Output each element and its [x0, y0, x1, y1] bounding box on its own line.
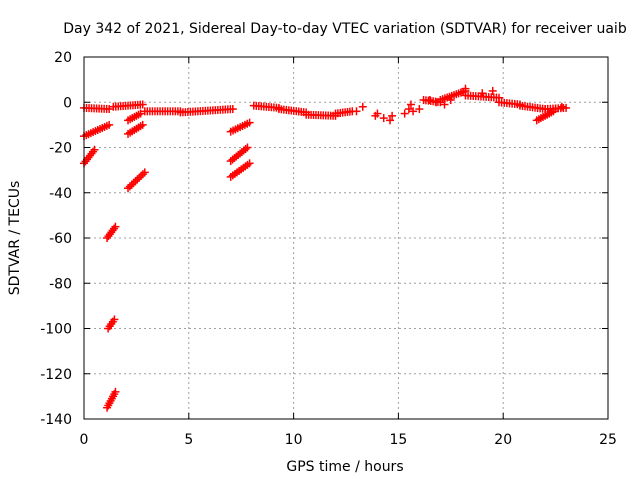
x-tick-label: 5	[184, 432, 193, 448]
data-point-run	[103, 387, 120, 412]
data-point-run	[104, 315, 119, 333]
data-point-run	[274, 105, 311, 117]
x-tick-label: 0	[80, 432, 89, 448]
y-tick-label: -20	[49, 141, 72, 157]
y-tick-label: -80	[49, 276, 72, 292]
y-tick-label: -120	[40, 367, 72, 383]
data-point-run	[140, 107, 185, 116]
data-point-run	[124, 120, 147, 138]
data-point	[551, 105, 560, 114]
data-point-run	[226, 143, 252, 166]
data-point	[358, 102, 367, 111]
x-tick-label: 15	[389, 432, 407, 448]
data-point-run	[495, 98, 524, 109]
data-point-run	[124, 168, 149, 193]
data-point-run	[226, 118, 254, 136]
data-point	[432, 98, 441, 107]
data-point	[425, 95, 434, 104]
data-marks	[80, 84, 571, 412]
data-point-run	[331, 107, 357, 118]
data-point	[400, 109, 409, 118]
grid	[84, 57, 608, 419]
x-axis-label: GPS time / hours	[286, 459, 403, 475]
y-tick-label: -40	[49, 186, 72, 202]
data-point-run	[176, 105, 237, 117]
data-point	[446, 95, 455, 104]
y-tick-label: -100	[40, 322, 72, 338]
axis-ticks: 20 0 -20 -40 -60 -80 -100 -120 -140 0 5 10 15 20 25	[40, 50, 617, 448]
data-point	[409, 107, 418, 116]
y-axis-label: SDTVAR / TECUs	[7, 181, 23, 296]
data-point	[373, 109, 382, 118]
data-point	[461, 84, 470, 93]
data-point	[488, 86, 497, 95]
data-point-run	[249, 101, 283, 112]
data-point	[379, 114, 388, 123]
data-point	[557, 102, 566, 111]
data-point	[478, 89, 487, 98]
data-point	[404, 105, 413, 114]
data-point	[386, 116, 395, 125]
y-tick-label: 0	[63, 95, 72, 111]
data-point	[352, 107, 361, 116]
y-tick-label: 20	[54, 50, 72, 66]
y-tick-label: -60	[49, 231, 72, 247]
data-point-run	[226, 159, 254, 181]
data-point-run	[109, 100, 147, 111]
x-tick-label: 25	[599, 432, 617, 448]
x-tick-label: 20	[494, 432, 512, 448]
data-point	[415, 105, 424, 114]
data-point-run	[80, 120, 114, 141]
y-tick-label: -140	[40, 412, 72, 428]
data-point-run	[80, 103, 114, 114]
chart-title: Day 342 of 2021, Sidereal Day-to-day VTE…	[63, 21, 627, 37]
data-point-run	[124, 109, 145, 125]
data-point-run	[302, 110, 340, 120]
data-point-run	[515, 101, 550, 114]
data-point	[388, 111, 397, 120]
data-point-run	[103, 222, 120, 242]
data-point	[406, 100, 415, 109]
x-tick-label: 10	[285, 432, 303, 448]
data-point	[440, 100, 449, 109]
data-point-run	[80, 145, 99, 168]
data-point-run	[461, 91, 504, 102]
